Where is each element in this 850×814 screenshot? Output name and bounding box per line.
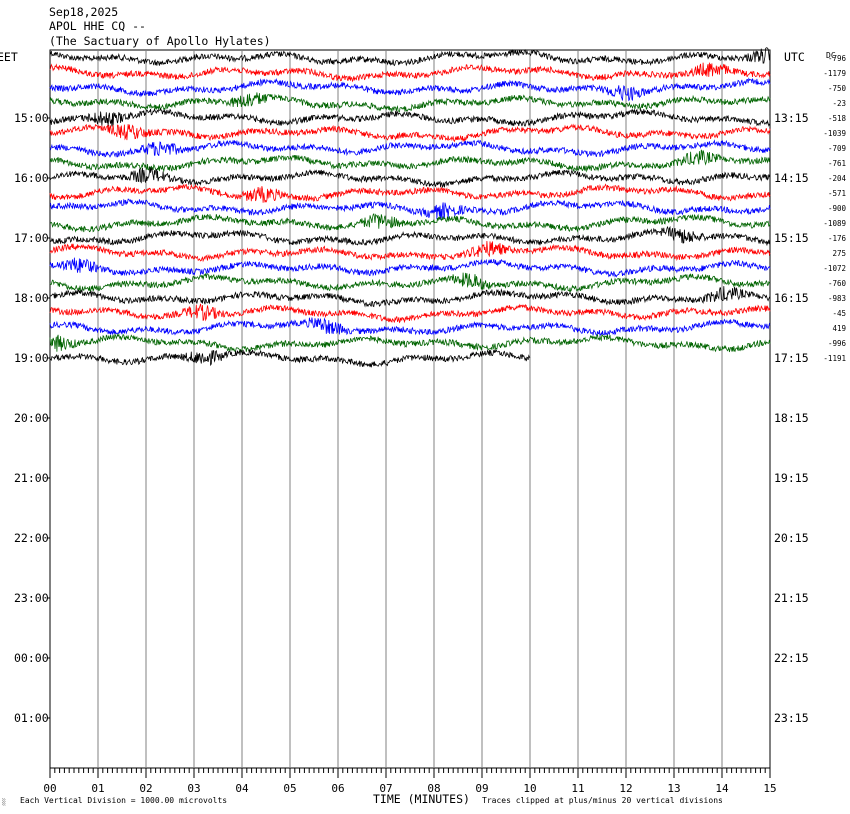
seismic-trace bbox=[49, 286, 771, 308]
x-tick-label: 13 bbox=[667, 782, 680, 795]
utc-hour-label: 14:15 bbox=[774, 171, 809, 185]
eet-hour-label: 00:00 bbox=[14, 651, 49, 665]
seismic-trace bbox=[49, 166, 771, 189]
eet-hour-label: 15:00 bbox=[14, 111, 49, 125]
seismic-trace bbox=[49, 303, 771, 324]
utc-hour-label: 20:15 bbox=[774, 531, 809, 545]
dc-offset-label: -518 bbox=[828, 114, 847, 123]
utc-hour-label: 22:15 bbox=[774, 651, 809, 665]
seismic-trace bbox=[49, 212, 771, 233]
seismic-trace bbox=[49, 225, 771, 246]
eet-hour-label: 01:00 bbox=[14, 711, 49, 725]
dc-offset-label: -176 bbox=[828, 234, 847, 243]
seismic-trace bbox=[50, 47, 771, 67]
dc-offset-label: -1191 bbox=[823, 354, 846, 363]
dc-offset-label: -709 bbox=[828, 144, 846, 153]
x-axis-title: TIME (MINUTES) bbox=[373, 792, 470, 806]
dc-label: DC bbox=[826, 51, 836, 60]
utc-hour-label: 21:15 bbox=[774, 591, 809, 605]
x-tick-label: 02 bbox=[139, 782, 152, 795]
utc-hour-label: 19:15 bbox=[774, 471, 809, 485]
utc-hour-label: 17:15 bbox=[774, 351, 809, 365]
x-tick-label: 05 bbox=[283, 782, 296, 795]
eet-hour-label: 23:00 bbox=[14, 591, 49, 605]
utc-hour-label: 16:15 bbox=[774, 291, 809, 305]
seismic-trace bbox=[49, 183, 771, 203]
x-tick-label: 10 bbox=[523, 782, 536, 795]
dc-offset-label: -45 bbox=[832, 309, 846, 318]
x-tick-label: 15 bbox=[763, 782, 776, 795]
plot-frame bbox=[49, 49, 771, 769]
clipping-note: Traces clipped at plus/minus 20 vertical… bbox=[482, 796, 723, 805]
x-tick-label: 00 bbox=[43, 782, 56, 795]
x-tick-label: 11 bbox=[571, 782, 584, 795]
eet-hour-label: 20:00 bbox=[14, 411, 49, 425]
seismic-trace bbox=[49, 348, 531, 368]
dc-offset-label: -996 bbox=[828, 339, 847, 348]
eet-hour-label: 21:00 bbox=[14, 471, 49, 485]
x-tick-label: 09 bbox=[475, 782, 488, 795]
dc-offset-label: -204 bbox=[828, 174, 847, 183]
dc-offset-label: -23 bbox=[832, 99, 846, 108]
seismic-trace bbox=[49, 317, 771, 337]
utc-hour-label: 23:15 bbox=[774, 711, 809, 725]
seismic-trace bbox=[49, 272, 771, 293]
x-tick-label: 07 bbox=[379, 782, 392, 795]
seismic-trace bbox=[49, 107, 771, 127]
dc-offset-label: 419 bbox=[832, 324, 846, 333]
seismic-trace bbox=[49, 332, 771, 353]
eet-hour-label: 18:00 bbox=[14, 291, 49, 305]
seismic-trace bbox=[49, 240, 771, 263]
eet-hour-label: 22:00 bbox=[14, 531, 49, 545]
dc-offset-label: -1179 bbox=[823, 69, 846, 78]
seismic-trace bbox=[49, 198, 771, 220]
dc-offset-label: -761 bbox=[828, 159, 846, 168]
station-code: APOL HHE CQ -- bbox=[49, 19, 146, 33]
eet-hour-label: 16:00 bbox=[14, 171, 49, 185]
eet-axis-label: EET bbox=[0, 50, 18, 64]
dc-offset-label: -760 bbox=[828, 279, 847, 288]
site-name: (The Sactuary of Apollo Hylates) bbox=[49, 34, 271, 48]
seismic-trace bbox=[49, 62, 771, 83]
dc-offset-label: 275 bbox=[832, 249, 846, 258]
seismic-trace bbox=[49, 139, 771, 158]
seismic-trace bbox=[49, 123, 771, 143]
dc-offset-label: -900 bbox=[828, 204, 847, 213]
eet-hour-label: 17:00 bbox=[14, 231, 49, 245]
dc-offset-label: -796 bbox=[828, 54, 847, 63]
seismic-trace bbox=[49, 257, 771, 278]
utc-hour-label: 18:15 bbox=[774, 411, 809, 425]
dc-offset-label: -983 bbox=[828, 294, 846, 303]
utc-hour-label: 15:15 bbox=[774, 231, 809, 245]
dc-offset-label: -1072 bbox=[823, 264, 846, 273]
utc-axis-label: UTC bbox=[784, 50, 805, 64]
x-tick-label: 01 bbox=[91, 782, 104, 795]
seismic-trace bbox=[49, 77, 771, 102]
x-tick-label: 14 bbox=[715, 782, 729, 795]
x-tick-label: 04 bbox=[235, 782, 249, 795]
x-tick-label: 03 bbox=[187, 782, 200, 795]
corner-mark: ░ bbox=[2, 798, 6, 806]
dc-offset-label: -1039 bbox=[823, 129, 846, 138]
utc-hour-label: 13:15 bbox=[774, 111, 809, 125]
eet-hour-label: 19:00 bbox=[14, 351, 49, 365]
dc-offset-label: -1089 bbox=[823, 219, 846, 228]
dc-offset-label: -750 bbox=[828, 84, 847, 93]
chart-date: Sep18,2025 bbox=[49, 5, 119, 19]
vertical-division-note: Each Vertical Division = 1000.00 microvo… bbox=[20, 796, 228, 805]
x-tick-label: 12 bbox=[619, 782, 632, 795]
x-tick-label: 08 bbox=[427, 782, 440, 795]
seismic-trace bbox=[49, 92, 771, 113]
seismic-trace bbox=[49, 149, 771, 173]
x-tick-label: 06 bbox=[331, 782, 344, 795]
dc-offset-label: -571 bbox=[828, 189, 846, 198]
